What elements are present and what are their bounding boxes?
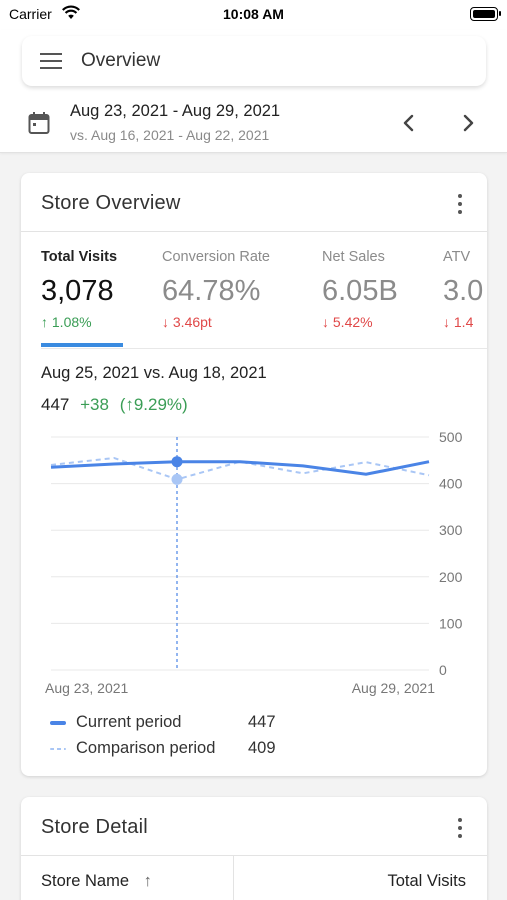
store-detail-card: Store Detail Store Name ↑ Total Visits <box>21 797 487 900</box>
y-tick-label: 200 <box>439 569 463 585</box>
metric-label: Net Sales <box>322 249 385 265</box>
comparison-range: vs. Aug 16, 2021 - Aug 22, 2021 <box>70 127 270 143</box>
more-options-icon[interactable] <box>455 816 465 840</box>
column-label: Store Name <box>41 872 130 890</box>
selected-change-pct: (↑9.29%) <box>119 395 188 414</box>
divider <box>21 231 487 232</box>
more-options-icon[interactable] <box>455 192 465 216</box>
card-title: Store Detail <box>41 816 148 838</box>
legend-label: Current period <box>76 713 182 731</box>
metric-label: Conversion Rate <box>162 249 270 265</box>
visits-line-chart[interactable]: 0 100 200 300 400 500 Aug 23, 2021 Aug 29, 2021 <box>21 423 487 703</box>
metric-value: 6.05B <box>322 275 398 307</box>
sort-arrow-icon: ↑ <box>143 872 152 890</box>
clock: 10:08 AM <box>223 6 284 22</box>
tab-atv[interactable]: ATV 3.0 ↓ 1.4 <box>443 249 483 330</box>
y-tick-label: 100 <box>439 615 463 631</box>
selected-date: Aug 25, 2021 vs. Aug 18, 2021 <box>41 364 267 382</box>
tab-net-sales[interactable]: Net Sales 6.05B ↓ 5.42% <box>322 249 398 330</box>
x-tick-label: Aug 29, 2021 <box>352 680 436 696</box>
metric-label: Total Visits <box>41 249 118 265</box>
legend-label: Comparison period <box>76 739 216 757</box>
metric-label: ATV <box>443 249 471 265</box>
series-line-comparison <box>50 456 430 481</box>
metric-value: 3.0 <box>443 275 484 307</box>
y-tick-label: 400 <box>439 476 463 492</box>
divider <box>21 855 487 856</box>
x-tick-label: Aug 23, 2021 <box>45 680 129 696</box>
legend-value: 447 <box>248 713 276 731</box>
active-tab-indicator <box>41 343 123 347</box>
metric-delta: ↓ 5.42% <box>322 314 373 330</box>
y-tick-label: 500 <box>439 429 463 445</box>
series-line-current <box>50 460 430 476</box>
store-overview-card: Store Overview Total Visits 3,078 ↑ 1.08… <box>21 173 487 776</box>
tab-conversion-rate[interactable]: Conversion Rate 64.78% ↓ 3.46pt <box>162 249 270 330</box>
tab-total-visits[interactable]: Total Visits 3,078 ↑ 1.08% <box>41 249 117 330</box>
selected-value: 447 <box>41 395 70 414</box>
metric-value: 64.78% <box>162 275 261 307</box>
legend-current: Current period 447 <box>50 713 276 732</box>
metric-delta: ↑ 1.08% <box>41 314 92 330</box>
battery-icon <box>470 7 501 21</box>
legend-comparison: Comparison period 409 <box>50 739 276 758</box>
selected-change: +38 <box>80 395 109 414</box>
chevron-left-icon[interactable] <box>398 112 420 134</box>
legend-swatch <box>50 720 66 725</box>
wifi-icon <box>62 5 80 19</box>
column-header-total-visits[interactable]: Total Visits <box>387 872 466 890</box>
carrier-label: Carrier <box>9 6 52 22</box>
status-bar: Carrier 10:08 AM <box>0 0 507 30</box>
selected-values: 447 +38 (↑9.29%) <box>41 395 188 415</box>
y-tick-label: 0 <box>439 662 447 678</box>
legend-swatch <box>50 747 66 750</box>
date-range[interactable]: Aug 23, 2021 - Aug 29, 2021 <box>70 102 281 120</box>
card-title: Store Overview <box>41 192 181 214</box>
calendar-icon[interactable] <box>28 111 50 135</box>
metric-delta: ↓ 1.4 <box>443 314 474 330</box>
metric-value: 3,078 <box>41 275 114 307</box>
highlight-point-current <box>171 456 183 468</box>
column-divider <box>233 855 234 900</box>
y-tick-label: 300 <box>439 522 463 538</box>
highlight-point-comparison <box>171 473 183 485</box>
chevron-right-icon[interactable] <box>457 112 479 134</box>
column-header-store-name[interactable]: Store Name ↑ <box>41 872 152 891</box>
legend-value: 409 <box>248 739 276 757</box>
menu-icon[interactable] <box>40 53 62 69</box>
divider <box>41 348 487 349</box>
app-bar: Overview <box>22 36 486 86</box>
metric-delta: ↓ 3.46pt <box>162 314 212 330</box>
page-title: Overview <box>81 50 161 71</box>
